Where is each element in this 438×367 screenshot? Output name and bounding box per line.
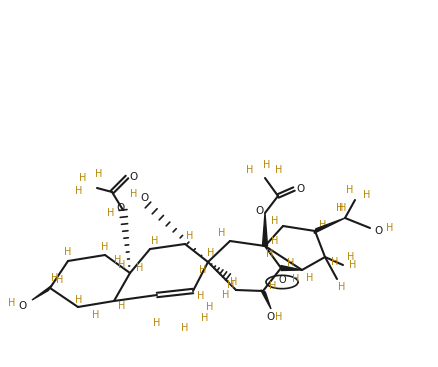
Text: O: O — [278, 275, 285, 285]
Text: O: O — [130, 172, 138, 182]
Text: H: H — [118, 260, 125, 270]
Text: H: H — [263, 160, 270, 170]
Text: O: O — [255, 206, 264, 216]
Text: H: H — [336, 203, 343, 213]
Text: H: H — [227, 280, 234, 290]
Text: H: H — [268, 281, 276, 291]
Text: H: H — [346, 185, 353, 195]
Text: H: H — [101, 242, 109, 252]
Text: H: H — [130, 189, 138, 199]
Text: H: H — [51, 273, 59, 283]
Text: H: H — [331, 257, 338, 267]
Text: H: H — [349, 260, 356, 270]
Text: H: H — [246, 165, 253, 175]
Text: H: H — [292, 274, 299, 284]
Text: H: H — [275, 312, 282, 322]
Text: H: H — [107, 208, 114, 218]
Text: H: H — [64, 247, 71, 257]
Text: H: H — [363, 190, 370, 200]
Text: H: H — [206, 302, 213, 312]
Text: H: H — [271, 216, 278, 226]
Text: H: H — [286, 258, 294, 268]
Text: H: H — [222, 290, 229, 300]
Text: H: H — [339, 203, 346, 213]
Text: H: H — [230, 277, 237, 287]
Text: O: O — [19, 301, 27, 311]
Text: H: H — [207, 248, 214, 258]
Text: H: H — [186, 231, 193, 241]
Text: H: H — [75, 295, 82, 305]
Text: H: H — [266, 249, 273, 259]
Text: H: H — [201, 313, 208, 323]
Text: H: H — [181, 323, 188, 333]
Text: H: H — [118, 301, 125, 311]
Text: H: H — [199, 265, 206, 275]
Text: H: H — [318, 220, 326, 230]
Polygon shape — [280, 265, 301, 270]
Text: H: H — [75, 186, 82, 196]
Text: O: O — [117, 203, 125, 213]
Text: H: H — [271, 236, 278, 246]
Text: H: H — [95, 169, 102, 179]
Text: H: H — [153, 318, 160, 328]
Text: O: O — [374, 226, 382, 236]
Text: O: O — [296, 184, 304, 194]
Polygon shape — [262, 213, 267, 246]
Text: H: H — [136, 263, 143, 273]
Text: H: H — [197, 291, 204, 301]
Polygon shape — [313, 218, 344, 233]
Text: O: O — [266, 312, 275, 322]
Text: O: O — [141, 193, 149, 203]
Text: H: H — [79, 173, 86, 183]
Text: H: H — [56, 275, 64, 285]
Polygon shape — [260, 290, 270, 309]
Text: H: H — [346, 252, 354, 262]
Text: H: H — [275, 165, 282, 175]
Polygon shape — [32, 286, 52, 300]
Text: H: H — [114, 255, 121, 265]
Text: H: H — [306, 273, 313, 283]
Text: H: H — [8, 298, 16, 308]
Text: H: H — [92, 310, 99, 320]
Text: H: H — [385, 223, 393, 233]
Text: H: H — [338, 282, 345, 292]
Text: H: H — [218, 228, 225, 238]
Text: H: H — [151, 236, 158, 246]
